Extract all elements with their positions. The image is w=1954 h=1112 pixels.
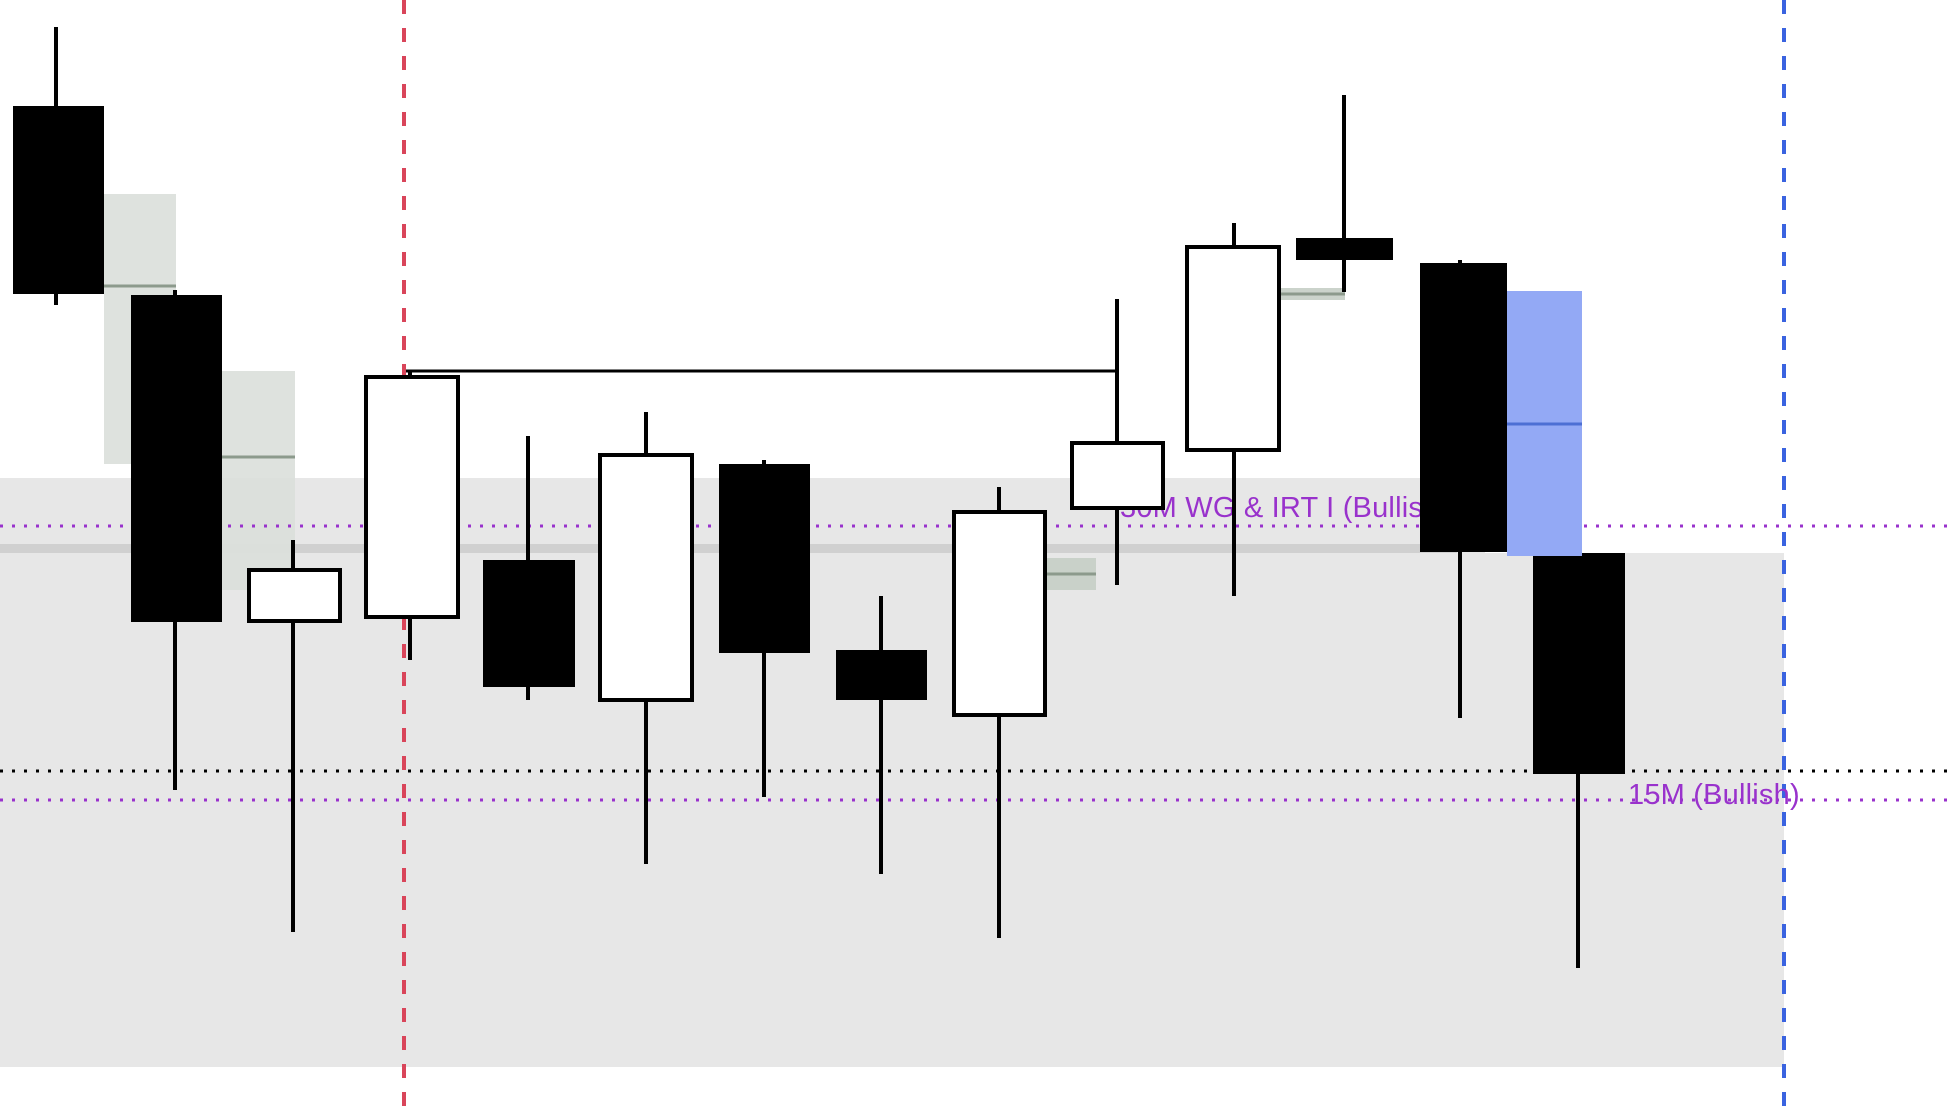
- candle-body-8[interactable]: [952, 510, 1047, 717]
- candle-6[interactable]: [719, 460, 810, 797]
- candle-body-12[interactable]: [1420, 263, 1507, 552]
- candle-body-1[interactable]: [131, 295, 222, 622]
- candle-1[interactable]: [131, 290, 222, 790]
- candle-body-9[interactable]: [1070, 441, 1165, 510]
- shadow-box-1: [222, 371, 295, 590]
- candle-7[interactable]: [836, 596, 927, 874]
- candle-8[interactable]: [952, 487, 1047, 938]
- candle-2[interactable]: [247, 540, 342, 932]
- candle-body-6[interactable]: [719, 464, 810, 653]
- label-30m-level: 30M WG & IRT I (Bullish): [1120, 492, 1450, 524]
- candle-3[interactable]: [364, 372, 460, 660]
- candle-11[interactable]: [1296, 95, 1393, 292]
- candle-13[interactable]: [1533, 550, 1625, 968]
- candle-9[interactable]: [1070, 299, 1165, 585]
- candle-10[interactable]: [1185, 223, 1281, 596]
- candle-12[interactable]: [1420, 260, 1507, 718]
- candle-body-7[interactable]: [836, 650, 927, 700]
- candle-body-3[interactable]: [364, 375, 460, 619]
- candle-4[interactable]: [483, 436, 575, 700]
- candle-body-0[interactable]: [13, 106, 104, 294]
- candle-body-5[interactable]: [598, 453, 694, 702]
- candle-body-10[interactable]: [1185, 245, 1281, 452]
- candle-5[interactable]: [598, 412, 694, 864]
- candle-0[interactable]: [13, 27, 104, 305]
- candle-body-11[interactable]: [1296, 238, 1393, 260]
- label-15m-level: 15M (Bullish): [1628, 779, 1800, 811]
- candle-body-4[interactable]: [483, 560, 575, 687]
- candle-body-13[interactable]: [1533, 553, 1625, 774]
- candle-body-2[interactable]: [247, 568, 342, 623]
